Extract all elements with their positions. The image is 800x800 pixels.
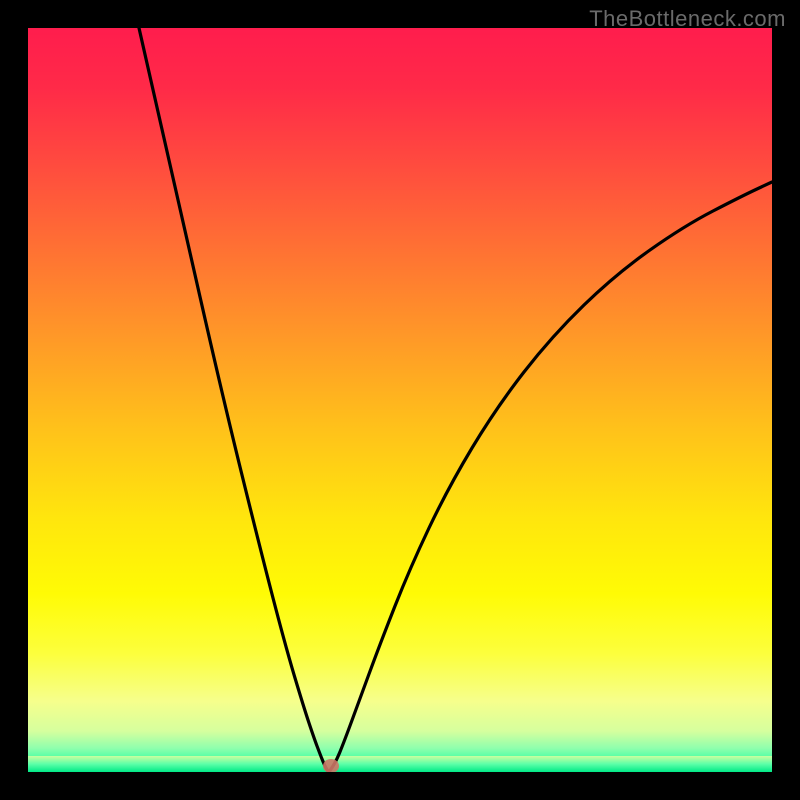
bottleneck-curve [28, 28, 772, 772]
watermark-text: TheBottleneck.com [589, 6, 786, 32]
curve-path [139, 28, 772, 772]
plot-area [28, 28, 772, 772]
